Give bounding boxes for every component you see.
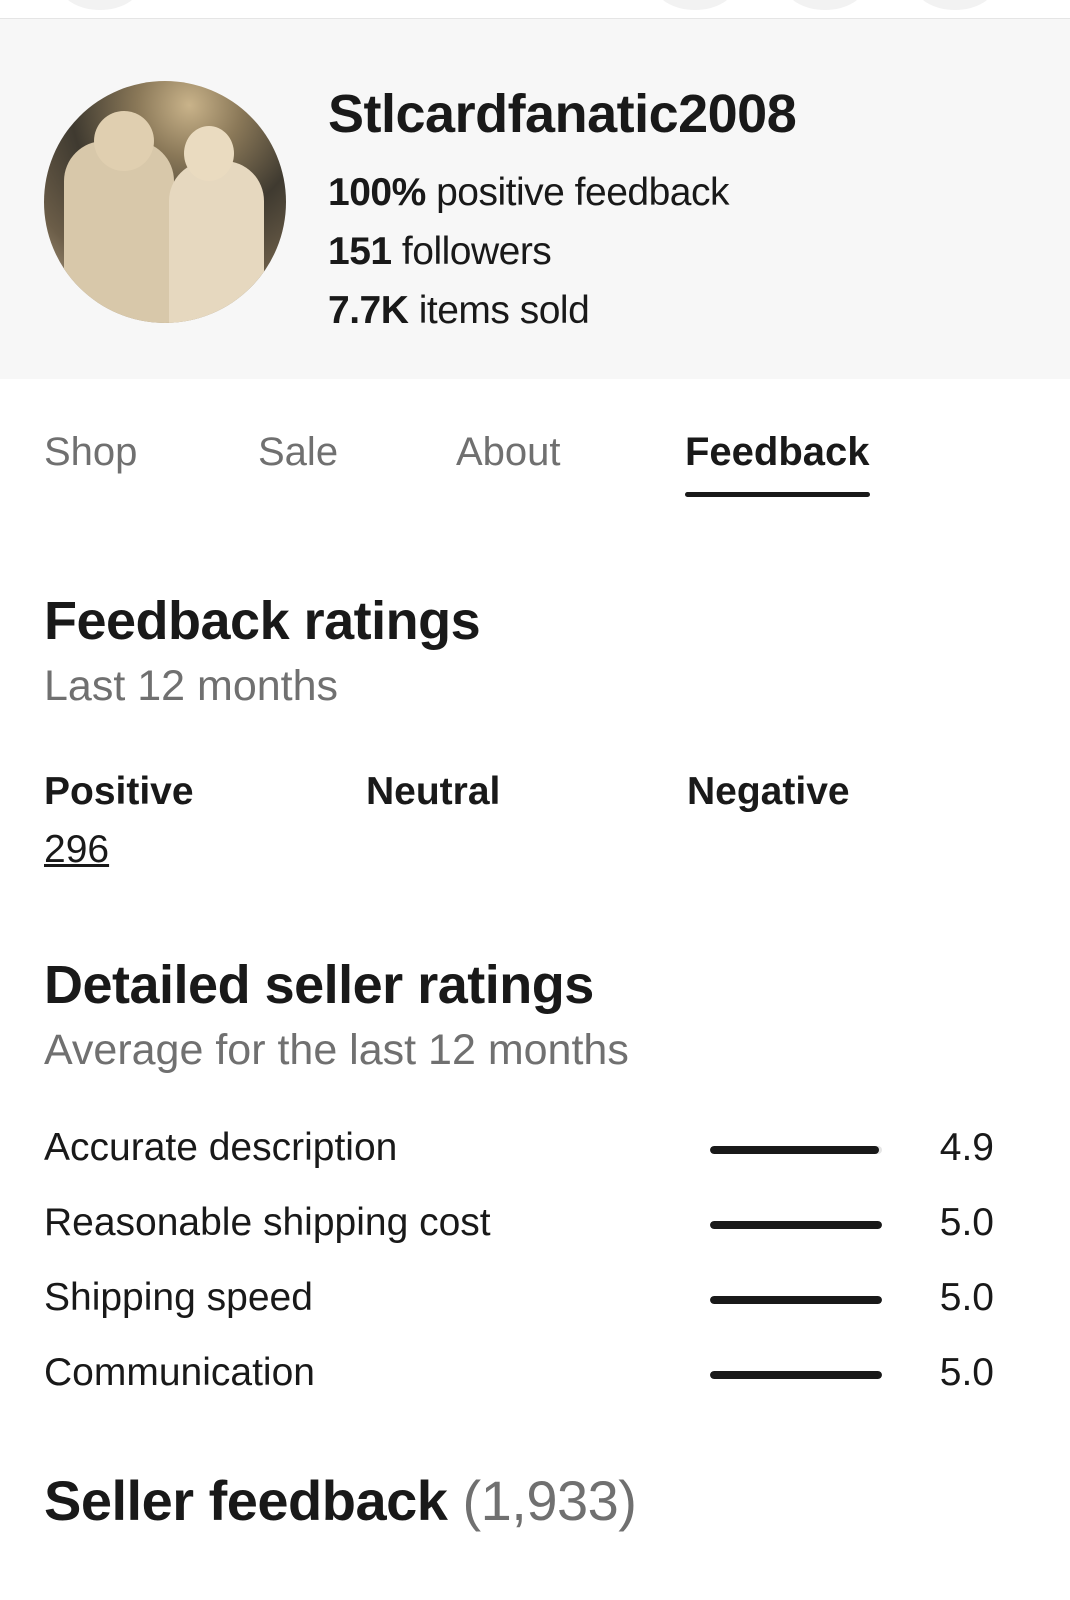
followers-stat[interactable]: 151 followers <box>328 230 552 273</box>
detailed-ratings-title: Detailed seller ratings <box>44 955 594 1015</box>
rating-label: Communication <box>44 1351 315 1394</box>
avatar <box>44 81 286 323</box>
positive-label: Positive <box>44 770 194 813</box>
share-button[interactable] <box>655 0 735 10</box>
rating-label: Shipping speed <box>44 1276 313 1319</box>
items-sold-stat: 7.7K items sold <box>328 289 590 332</box>
rating-value: 4.9 <box>939 1126 994 1169</box>
cart-button[interactable] <box>915 0 995 10</box>
detailed-ratings-subtitle: Average for the last 12 months <box>44 1026 629 1074</box>
neutral-label: Neutral <box>366 770 501 813</box>
rating-bar <box>710 1296 882 1304</box>
rating-label: Reasonable shipping cost <box>44 1201 491 1244</box>
tab-feedback[interactable]: Feedback <box>685 430 870 497</box>
feedback-ratings-title: Feedback ratings <box>44 591 481 651</box>
seller-name: Stlcardfanatic2008 <box>328 84 797 144</box>
rating-bar-fill <box>710 1146 879 1154</box>
tab-bar: Shop Sale About Feedback <box>0 430 1070 500</box>
rating-bar-fill <box>710 1296 882 1304</box>
rating-bar <box>710 1146 882 1154</box>
rating-value: 5.0 <box>939 1201 994 1244</box>
rating-bar-fill <box>710 1221 882 1229</box>
tab-shop[interactable]: Shop <box>44 430 138 474</box>
rating-row: Communication 5.0 <box>44 1351 994 1401</box>
tab-sale[interactable]: Sale <box>258 430 339 474</box>
rating-row: Accurate description 4.9 <box>44 1126 994 1176</box>
feedback-ratings-subtitle: Last 12 months <box>44 662 339 710</box>
positive-feedback-stat: 100% positive feedback <box>328 171 729 214</box>
back-button[interactable] <box>60 0 140 10</box>
tab-about[interactable]: About <box>456 430 561 474</box>
seller-header: Stlcardfanatic2008 100% positive feedbac… <box>0 19 1070 379</box>
rating-row: Reasonable shipping cost 5.0 <box>44 1201 994 1251</box>
rating-value: 5.0 <box>939 1276 994 1319</box>
seller-feedback-count: (1,933) <box>462 1469 637 1532</box>
search-button[interactable] <box>785 0 865 10</box>
positive-count-link[interactable]: 296 <box>44 828 110 871</box>
negative-label: Negative <box>687 770 850 813</box>
top-app-bar <box>0 0 1070 19</box>
rating-bar <box>710 1371 882 1379</box>
rating-bar <box>710 1221 882 1229</box>
rating-label: Accurate description <box>44 1126 398 1169</box>
rating-row: Shipping speed 5.0 <box>44 1276 994 1326</box>
rating-value: 5.0 <box>939 1351 994 1394</box>
seller-feedback-title: Seller feedback (1,933) <box>44 1469 637 1532</box>
rating-bar-fill <box>710 1371 882 1379</box>
